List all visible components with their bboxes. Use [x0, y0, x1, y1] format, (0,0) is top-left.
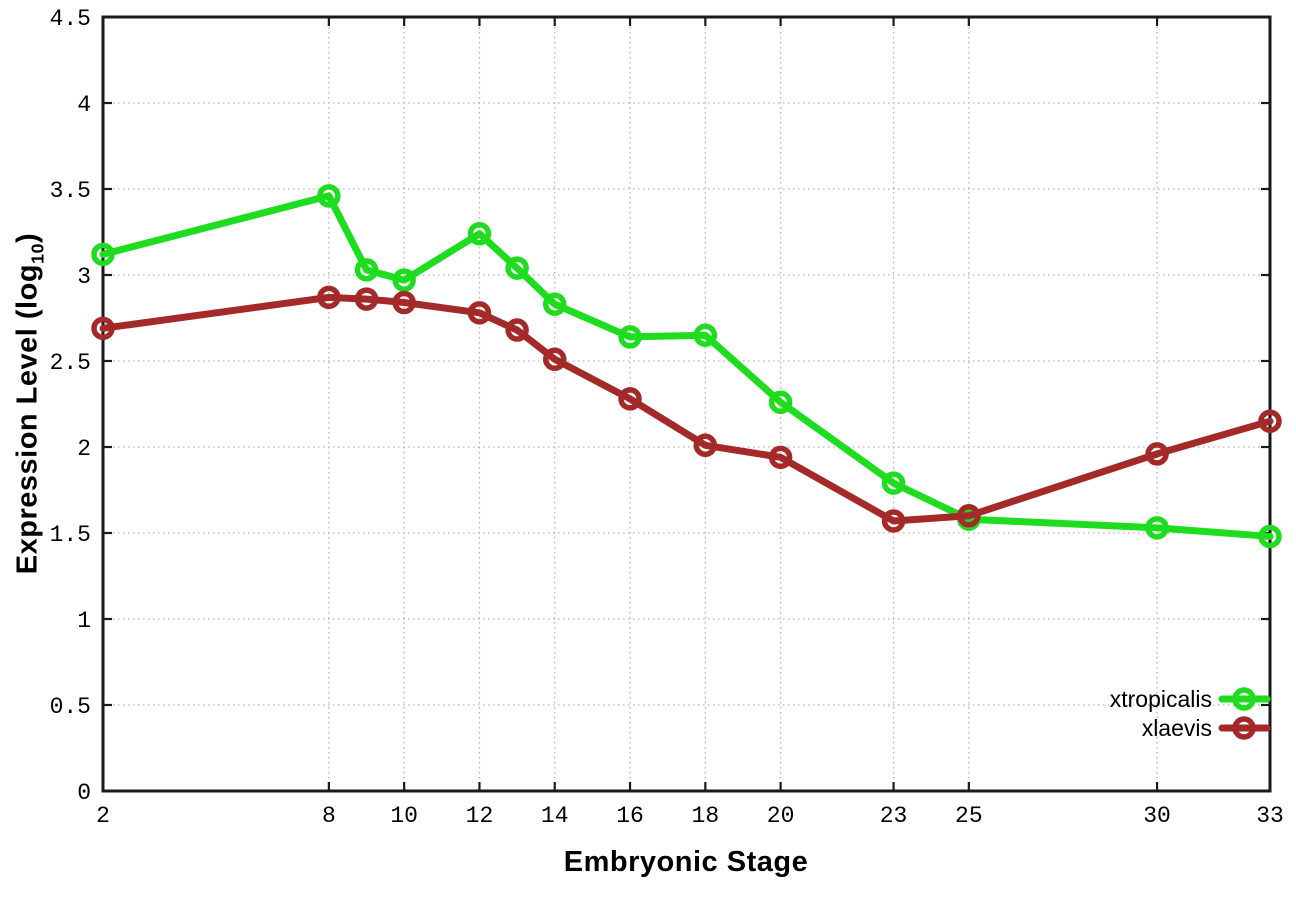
x-tick-label: 12	[466, 803, 494, 829]
data-point-xlaevis	[1258, 409, 1282, 433]
y-tick-label: 0	[77, 780, 91, 806]
x-tick-label: 30	[1143, 803, 1171, 829]
data-point-xlaevis	[354, 287, 379, 311]
y-axis-label-suffix: )	[11, 232, 44, 243]
data-point-xlaevis	[542, 347, 567, 372]
x-tick-label: 14	[541, 803, 569, 829]
x-tick-label: 23	[880, 803, 908, 829]
data-point-xtropicalis	[392, 268, 416, 292]
x-tick-label: 25	[955, 803, 983, 829]
data-point-xlaevis	[317, 285, 341, 310]
data-point-xtropicalis	[317, 184, 341, 208]
series-line-xtropicalis	[99, 192, 1274, 540]
y-tick-label: 4	[77, 92, 91, 118]
x-tick-label: 2	[96, 803, 110, 829]
data-point-xtropicalis	[768, 390, 793, 415]
data-point-xlaevis	[768, 445, 793, 470]
y-tick-label: 4.5	[50, 6, 91, 32]
y-tick-label: 1	[77, 608, 91, 634]
data-point-xlaevis	[505, 318, 529, 342]
x-tick-label: 20	[767, 803, 795, 829]
legend-sample-marker-xtropicalis	[1232, 687, 1256, 711]
legend-item-xlaevis: xlaevis	[1141, 715, 1212, 741]
x-axis-label: Embryonic Stage	[563, 846, 809, 878]
data-point-xtropicalis	[467, 221, 492, 246]
data-point-xtropicalis	[881, 471, 906, 495]
y-tick-label: 0.5	[50, 694, 91, 720]
data-point-xtropicalis	[91, 242, 115, 267]
y-axis-label: Expression Level (log10)	[11, 203, 48, 605]
data-point-xlaevis	[957, 504, 981, 528]
y-axis-label-subscript: 10	[27, 242, 48, 264]
x-tick-label: 10	[390, 803, 418, 829]
y-axis-label-text: Expression Level (log	[11, 263, 44, 575]
x-tick-label: 8	[322, 803, 336, 829]
data-point-xtropicalis	[618, 325, 642, 349]
y-tick-label: 2	[77, 436, 91, 462]
data-point-xlaevis	[91, 316, 115, 341]
y-tick-label: 3.5	[50, 178, 91, 204]
data-point-xlaevis	[1145, 442, 1169, 466]
series-line-xlaevis	[99, 293, 1274, 525]
x-tick-label: 33	[1256, 803, 1284, 829]
x-tick-label: 18	[692, 803, 720, 829]
data-point-xtropicalis	[1145, 516, 1169, 540]
data-point-xtropicalis	[693, 323, 718, 347]
data-point-xlaevis	[467, 301, 492, 325]
data-point-xtropicalis	[542, 292, 567, 316]
y-tick-label: 1.5	[50, 522, 91, 548]
data-point-xlaevis	[392, 290, 416, 315]
data-point-xtropicalis	[505, 256, 529, 280]
data-point-xlaevis	[881, 509, 906, 533]
legend-sample-marker-xlaevis	[1232, 716, 1256, 740]
data-point-xtropicalis	[354, 258, 379, 282]
y-tick-label: 2.5	[50, 350, 91, 376]
y-tick-label: 3	[77, 264, 91, 290]
data-point-xtropicalis	[1258, 524, 1282, 549]
legend-item-xtropicalis: xtropicalis	[1109, 686, 1212, 712]
plot-border	[101, 15, 1272, 793]
x-tick-label: 16	[616, 803, 644, 829]
data-point-xlaevis	[693, 433, 718, 458]
data-point-xlaevis	[618, 387, 642, 411]
